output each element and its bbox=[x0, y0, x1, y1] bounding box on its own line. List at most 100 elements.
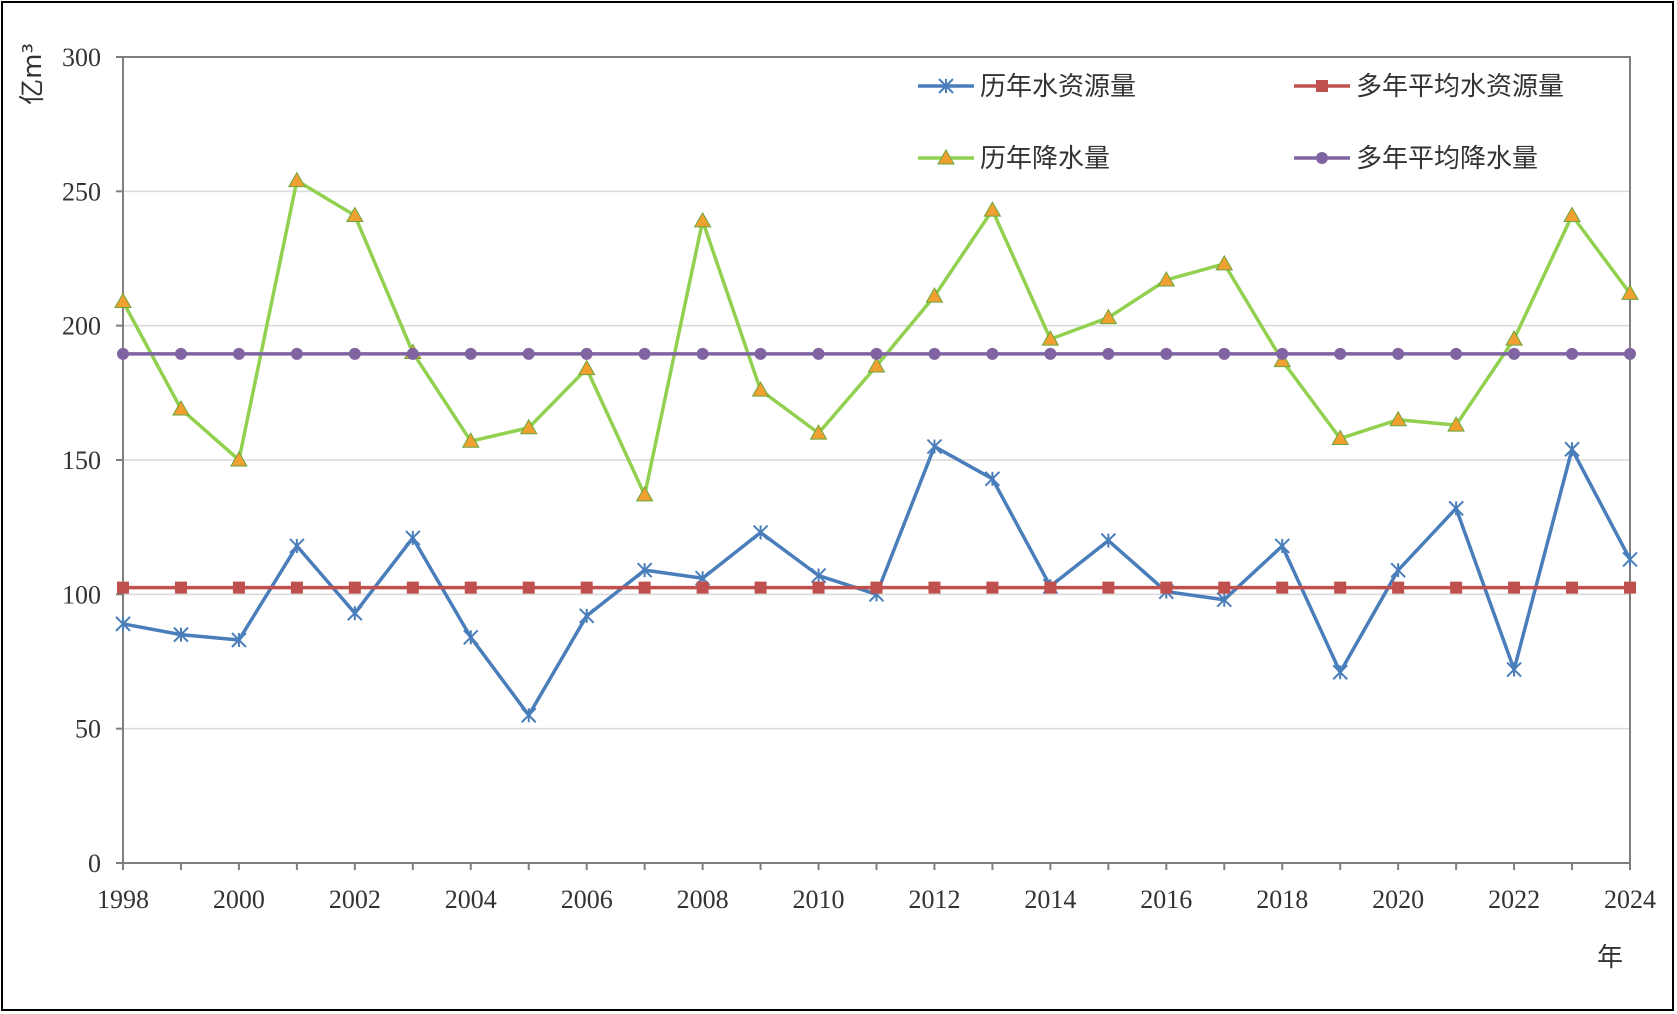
y-axis-title: 亿m³ bbox=[18, 43, 48, 105]
legend-item: 历年水资源量 bbox=[918, 72, 1136, 102]
data-point-square bbox=[1316, 80, 1328, 92]
data-point-square bbox=[1624, 581, 1636, 594]
data-point-triangle bbox=[114, 292, 132, 308]
series-triangle bbox=[114, 171, 1639, 502]
series-layer bbox=[114, 171, 1639, 723]
data-point-triangle bbox=[1331, 429, 1350, 446]
data-point-square bbox=[174, 581, 187, 594]
gridlines bbox=[123, 190, 1630, 730]
data-point-triangle bbox=[230, 450, 248, 467]
data-point-triangle bbox=[1447, 416, 1465, 432]
data-point-circle bbox=[1334, 347, 1347, 360]
data-point-circle bbox=[1566, 347, 1579, 360]
data-point-triangle bbox=[1041, 330, 1060, 346]
x-axis-ticks: 1998 2000 2002 2004 2006 2008 2010 2012 2014 2016… bbox=[97, 863, 1656, 914]
legend-item: 多年平均水资源量 bbox=[1294, 72, 1564, 102]
y-tick-label: 200 bbox=[62, 312, 101, 341]
data-point-asterisk bbox=[938, 78, 954, 94]
data-point-circle bbox=[1508, 347, 1521, 360]
data-point-square bbox=[464, 581, 477, 594]
data-point-square bbox=[232, 581, 245, 594]
data-point-asterisk bbox=[405, 530, 421, 546]
series-line bbox=[121, 178, 1632, 497]
data-point-circle bbox=[232, 347, 245, 360]
data-point-asterisk bbox=[347, 605, 363, 621]
data-point-circle bbox=[290, 347, 303, 360]
data-point-triangle bbox=[983, 201, 1002, 217]
series-asterisk bbox=[115, 438, 1638, 723]
data-point-circle bbox=[1624, 347, 1636, 360]
data-point-square bbox=[1218, 581, 1231, 594]
data-point-square bbox=[986, 581, 999, 594]
x-tick-label: 2004 bbox=[445, 885, 497, 914]
x-axis-title: 年 bbox=[1597, 943, 1623, 973]
x-tick-label: 2024 bbox=[1604, 885, 1656, 914]
data-point-triangle bbox=[461, 432, 480, 448]
data-point-triangle bbox=[577, 359, 596, 376]
data-point-circle bbox=[580, 347, 593, 360]
data-point-asterisk bbox=[1564, 441, 1580, 457]
series-circle bbox=[117, 347, 1636, 360]
data-point-square bbox=[580, 581, 593, 594]
data-point-square bbox=[1566, 581, 1579, 594]
data-point-circle bbox=[522, 347, 535, 360]
data-point-asterisk bbox=[173, 626, 189, 643]
x-tick-label: 2020 bbox=[1372, 885, 1424, 914]
y-tick-label: 0 bbox=[88, 849, 101, 878]
data-point-triangle bbox=[1215, 254, 1234, 271]
data-point-square bbox=[928, 581, 941, 594]
data-point-triangle bbox=[1621, 284, 1639, 300]
data-point-circle bbox=[406, 347, 419, 360]
data-point-circle bbox=[928, 347, 941, 360]
data-point-circle bbox=[1316, 152, 1328, 164]
data-point-triangle bbox=[172, 399, 190, 416]
data-point-square bbox=[696, 581, 709, 594]
x-tick-label: 2022 bbox=[1488, 885, 1540, 914]
data-point-circle bbox=[1044, 347, 1057, 360]
data-point-square bbox=[348, 581, 361, 594]
data-point-triangle bbox=[288, 171, 306, 188]
data-point-asterisk bbox=[984, 471, 1001, 487]
data-point-triangle bbox=[635, 485, 654, 502]
data-point-circle bbox=[638, 347, 651, 360]
data-point-asterisk bbox=[1332, 664, 1348, 680]
data-point-square bbox=[638, 581, 651, 594]
data-point-square bbox=[406, 581, 419, 594]
data-point-circle bbox=[1218, 347, 1231, 360]
data-point-triangle bbox=[937, 148, 955, 165]
data-point-circle bbox=[1450, 347, 1463, 360]
x-tick-label: 2016 bbox=[1140, 885, 1192, 914]
data-point-asterisk bbox=[926, 438, 943, 455]
y-tick-label: 250 bbox=[62, 177, 101, 206]
data-point-circle bbox=[464, 347, 477, 360]
data-point-asterisk bbox=[810, 567, 827, 584]
legend-label: 多年平均水资源量 bbox=[1356, 72, 1564, 102]
y-tick-label: 50 bbox=[75, 715, 101, 744]
data-point-asterisk bbox=[289, 538, 305, 554]
data-point-square bbox=[870, 581, 883, 594]
y-axis-ticks: 0 50 100 150 200 250 300 bbox=[62, 43, 123, 878]
x-tick-label: 2010 bbox=[793, 885, 845, 914]
data-point-triangle bbox=[1563, 206, 1581, 223]
data-point-square bbox=[1392, 581, 1405, 594]
data-point-circle bbox=[1160, 347, 1173, 360]
x-tick-label: 2014 bbox=[1024, 885, 1076, 914]
data-point-asterisk bbox=[1622, 551, 1638, 568]
y-tick-label: 300 bbox=[62, 43, 101, 72]
data-point-square bbox=[1102, 581, 1115, 594]
x-tick-label: 2012 bbox=[908, 885, 960, 914]
data-point-square bbox=[1450, 581, 1463, 594]
data-point-asterisk bbox=[463, 629, 479, 646]
data-point-asterisk bbox=[1506, 661, 1522, 678]
data-point-asterisk bbox=[1390, 562, 1406, 578]
data-point-asterisk bbox=[231, 632, 247, 648]
data-point-asterisk bbox=[578, 608, 595, 624]
data-point-circle bbox=[1102, 347, 1115, 360]
data-point-triangle bbox=[809, 424, 828, 440]
data-point-square bbox=[1044, 581, 1057, 594]
data-point-circle bbox=[1392, 347, 1405, 360]
x-tick-label: 2008 bbox=[677, 885, 729, 914]
data-point-square bbox=[1334, 581, 1347, 594]
